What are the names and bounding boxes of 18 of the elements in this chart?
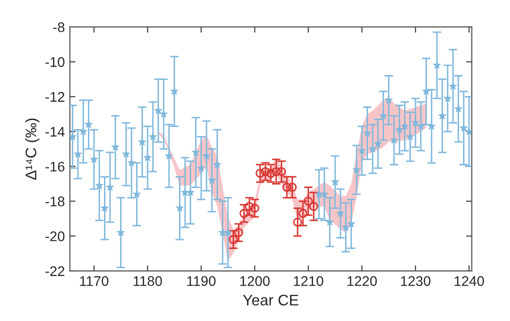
y-tick-label: -16 <box>46 162 64 172</box>
y-tick-label: -18 <box>46 196 64 206</box>
y-tick-label: -20 <box>46 231 64 242</box>
x-tick-label: 1180 <box>134 276 162 286</box>
x-tick-label: 1200 <box>240 276 270 286</box>
y-tick-label: -8 <box>53 22 64 32</box>
x-axis-title: Year CE <box>242 294 298 306</box>
y-tick-label: -14 <box>46 126 65 137</box>
y-axis-title: Δ¹⁴C (‰) <box>25 118 40 180</box>
x-tick-label: 1170 <box>80 276 108 286</box>
x-tick-label: 1220 <box>348 276 377 286</box>
y-tick-label: -22 <box>46 266 64 276</box>
x-tick-label: 1190 <box>187 276 216 286</box>
y-tick-label: -10 <box>46 57 64 67</box>
y-tick-label: -12 <box>46 92 64 102</box>
x-tick-label: 1240 <box>454 276 484 286</box>
x-tick-label: 1230 <box>401 276 430 286</box>
x-tick-label: 1210 <box>294 276 324 286</box>
